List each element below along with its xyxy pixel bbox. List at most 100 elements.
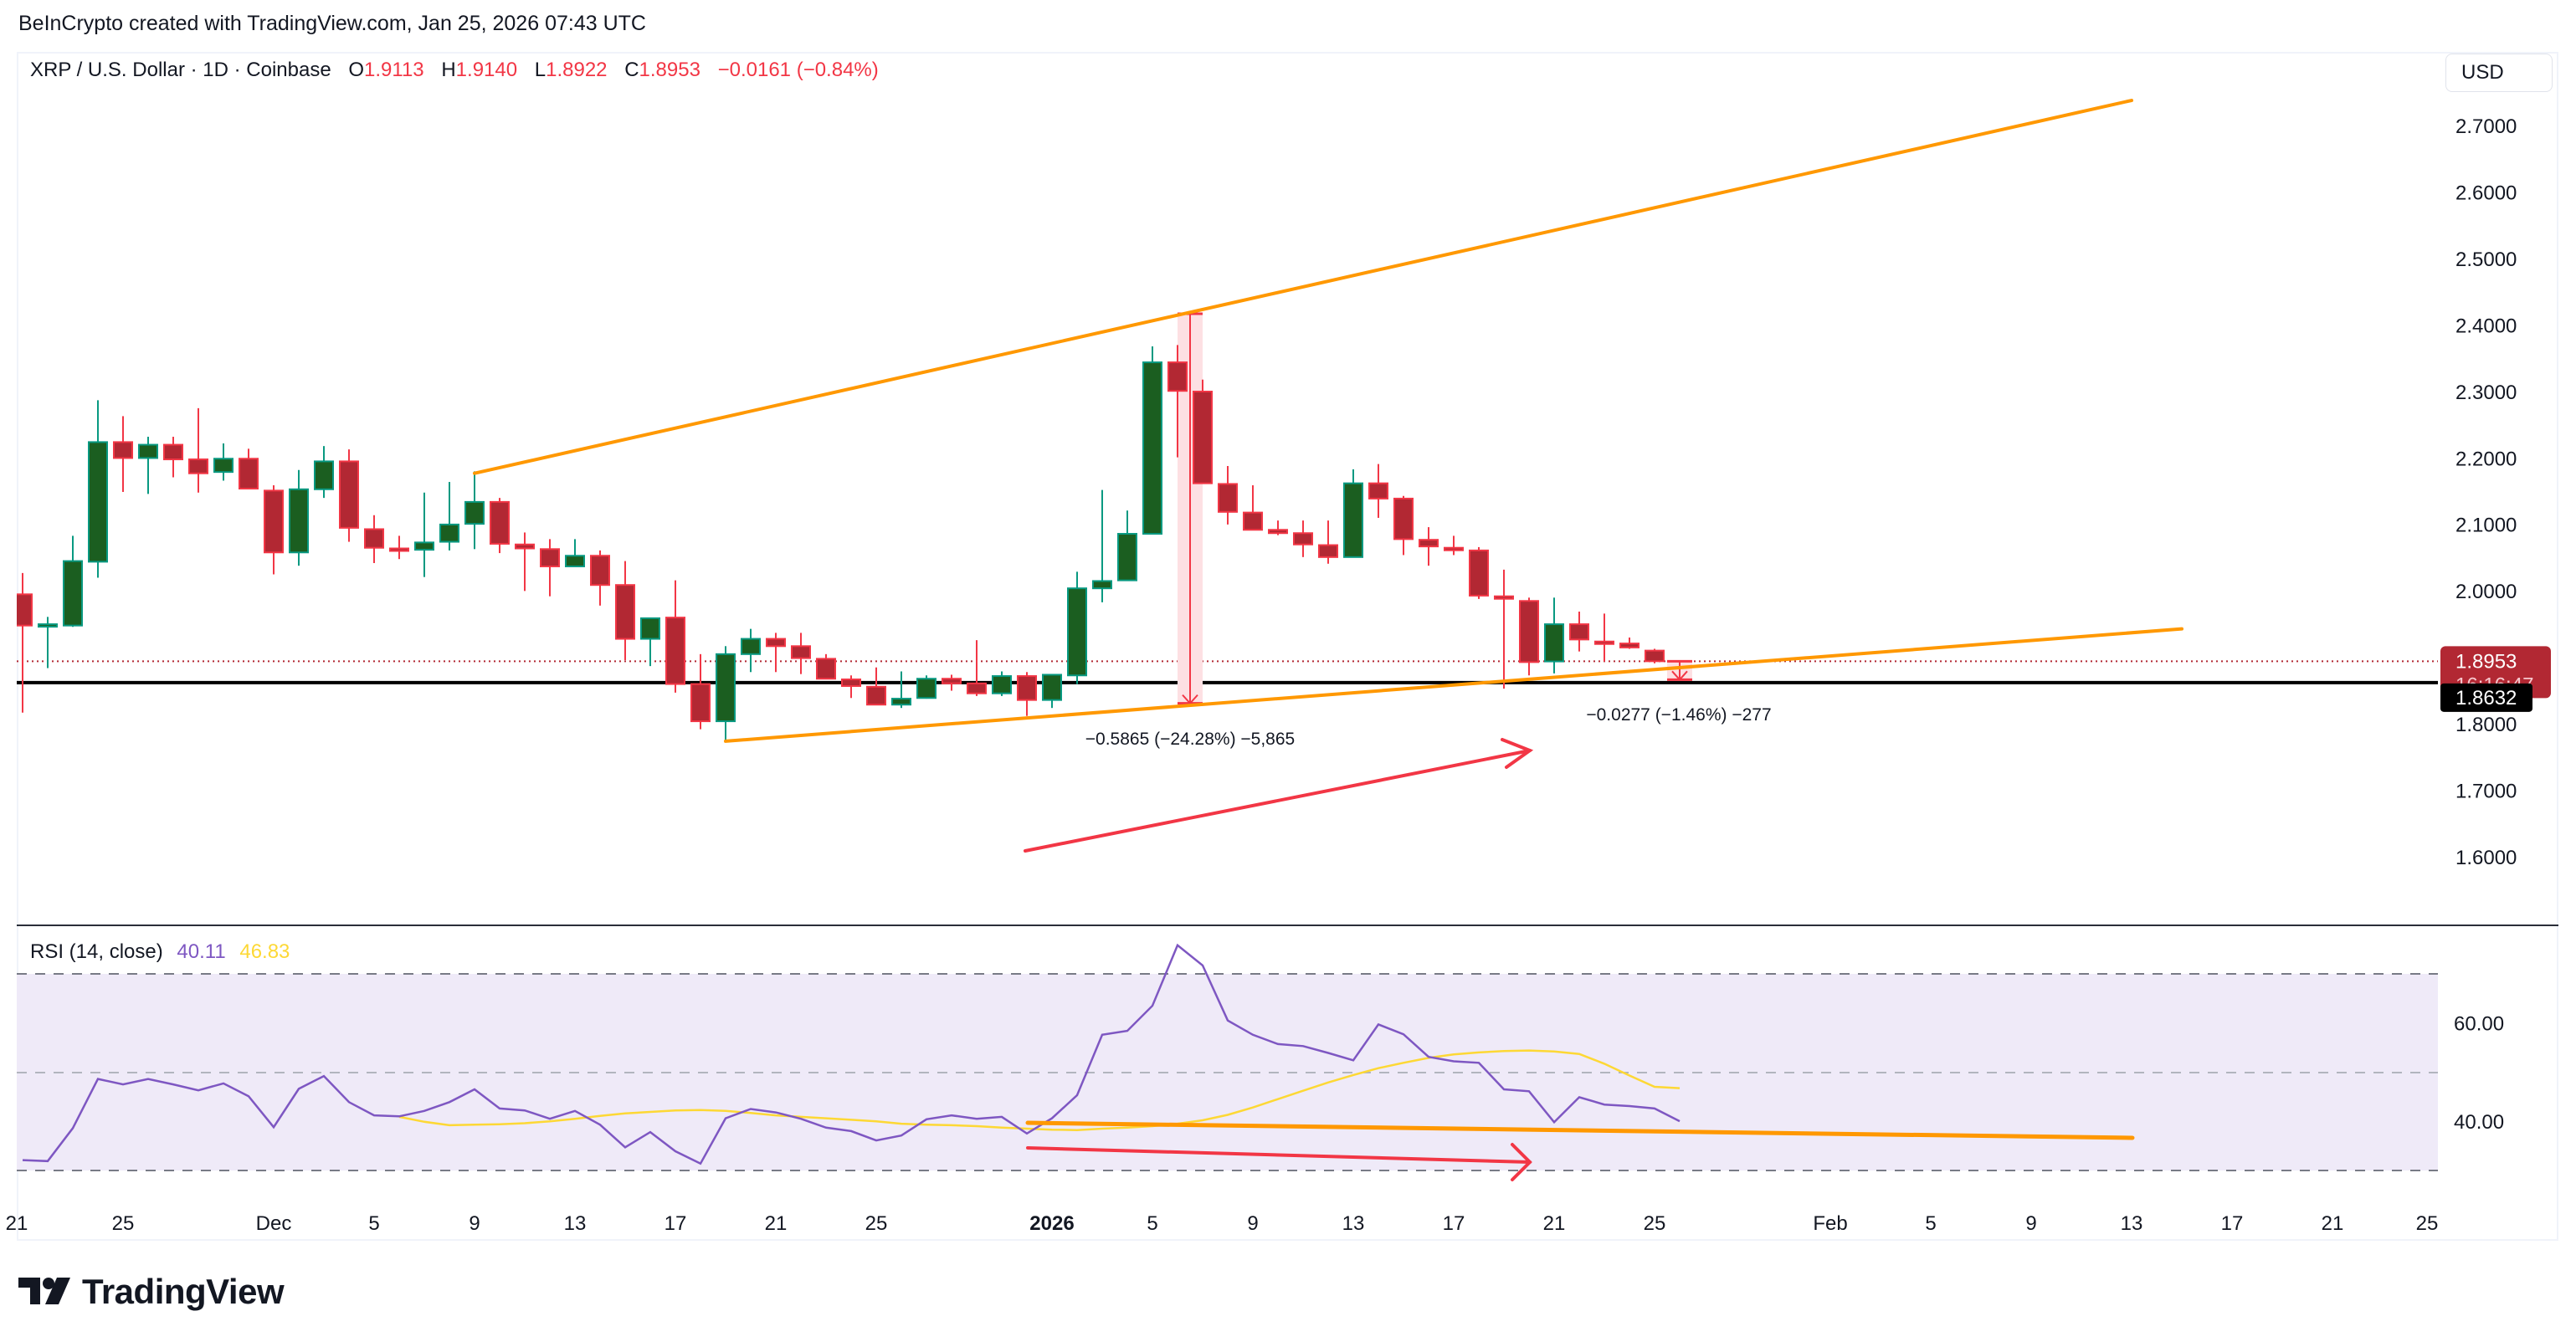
candle-body xyxy=(1419,539,1439,548)
candle[interactable] xyxy=(1142,346,1162,535)
candle[interactable] xyxy=(314,446,334,499)
price-tick-label: 2.2000 xyxy=(2455,448,2517,470)
candle[interactable] xyxy=(1469,546,1489,599)
candle[interactable] xyxy=(791,633,811,674)
candle[interactable] xyxy=(63,535,83,627)
candle-body xyxy=(389,547,409,552)
price-range-measure[interactable] xyxy=(1667,659,1692,681)
candle[interactable] xyxy=(113,416,133,492)
tradingview-logo[interactable]: TradingView xyxy=(18,1272,285,1312)
candle[interactable] xyxy=(590,550,610,606)
candle[interactable] xyxy=(1544,597,1564,674)
candle[interactable] xyxy=(1218,465,1238,525)
candle[interactable] xyxy=(264,485,284,575)
candle[interactable] xyxy=(213,443,233,481)
rsi-legend[interactable]: RSI (14, close) 40.11 46.83 xyxy=(30,940,290,964)
candle[interactable] xyxy=(38,617,58,668)
candle[interactable] xyxy=(866,667,886,706)
candle-body xyxy=(1619,643,1640,648)
candle[interactable] xyxy=(1092,489,1112,602)
attribution-text: BeInCrypto created with TradingView.com,… xyxy=(18,12,646,35)
candle[interactable] xyxy=(1393,495,1414,556)
candle[interactable] xyxy=(1519,597,1539,676)
tradingview-logo-icon xyxy=(18,1278,70,1304)
candle[interactable] xyxy=(1368,464,1388,518)
candle[interactable] xyxy=(364,515,384,563)
candle[interactable] xyxy=(1193,379,1213,484)
candle-body xyxy=(364,528,384,549)
rsi-ma-line[interactable] xyxy=(398,1049,1681,1131)
candle-body xyxy=(816,658,836,680)
candle[interactable] xyxy=(1117,510,1137,581)
candle[interactable] xyxy=(967,640,987,696)
candle[interactable] xyxy=(766,633,786,673)
symbol-title[interactable]: XRP / U.S. Dollar · 1D · Coinbase xyxy=(30,59,331,81)
candle[interactable] xyxy=(1619,637,1640,649)
candle[interactable] xyxy=(1343,469,1363,558)
high-value: 1.9140 xyxy=(455,59,518,81)
rsi-trendline[interactable] xyxy=(1025,1120,2135,1140)
candle[interactable] xyxy=(239,448,259,490)
candle[interactable] xyxy=(615,561,635,660)
candle[interactable] xyxy=(13,572,33,713)
date-tick-label: 13 xyxy=(2121,1212,2143,1235)
candle[interactable] xyxy=(540,539,560,597)
candle[interactable] xyxy=(1067,571,1087,684)
rsi-pane[interactable] xyxy=(22,943,2135,1181)
line-price-tag[interactable] xyxy=(2440,683,2532,712)
candle[interactable] xyxy=(916,675,936,699)
price-pane[interactable]: −0.5865 (−24.28%) −5,865 −0.0277 (−1.46%)… xyxy=(13,99,2438,853)
candle[interactable] xyxy=(490,498,510,554)
candle[interactable] xyxy=(741,628,761,673)
candle[interactable] xyxy=(88,400,108,578)
candle-body xyxy=(63,560,83,627)
date-tick-label: 13 xyxy=(1342,1212,1365,1235)
candle[interactable] xyxy=(841,675,861,699)
candle[interactable] xyxy=(339,449,359,542)
candle[interactable] xyxy=(1243,485,1263,531)
candle[interactable] xyxy=(690,653,711,730)
lower-channel-trendline[interactable] xyxy=(724,627,2183,743)
candle[interactable] xyxy=(891,671,911,709)
candle[interactable] xyxy=(515,532,535,592)
candle[interactable] xyxy=(1419,527,1439,566)
candle[interactable] xyxy=(565,539,585,567)
candle[interactable] xyxy=(716,646,736,741)
candle[interactable] xyxy=(1042,674,1062,709)
candle[interactable] xyxy=(1167,345,1188,458)
candle[interactable] xyxy=(942,674,962,691)
price-arrow[interactable] xyxy=(1024,738,1534,853)
candle[interactable] xyxy=(640,617,660,667)
rsi-arrow[interactable] xyxy=(1026,1143,1532,1181)
date-tick-label: 5 xyxy=(368,1212,379,1235)
candle[interactable] xyxy=(439,482,459,551)
candle[interactable] xyxy=(1594,613,1614,662)
candle[interactable] xyxy=(1318,520,1338,564)
candle[interactable] xyxy=(665,580,685,693)
candle[interactable] xyxy=(1017,672,1037,716)
candle-body xyxy=(138,443,158,459)
upper-channel-trendline[interactable] xyxy=(473,99,2133,475)
rsi-line[interactable] xyxy=(22,943,1681,1165)
candle[interactable] xyxy=(163,437,183,478)
candle[interactable] xyxy=(414,492,434,577)
currency-button[interactable]: USD xyxy=(2445,54,2553,92)
candle[interactable] xyxy=(992,671,1012,696)
candle[interactable] xyxy=(289,469,309,566)
candle[interactable] xyxy=(816,653,836,680)
candle[interactable] xyxy=(1645,648,1665,663)
candle-body xyxy=(515,543,535,550)
date-tick-label: 5 xyxy=(1147,1212,1157,1235)
candle[interactable] xyxy=(1494,569,1514,689)
candle[interactable] xyxy=(1569,611,1589,652)
candle[interactable] xyxy=(464,471,485,550)
candle[interactable] xyxy=(188,407,208,493)
rsi-title[interactable]: RSI (14, close) xyxy=(30,940,163,963)
candle[interactable] xyxy=(1293,520,1313,557)
symbol-legend[interactable]: XRP / U.S. Dollar · 1D · Coinbase O1.911… xyxy=(30,59,879,82)
candle[interactable] xyxy=(1268,520,1288,535)
candle[interactable] xyxy=(389,535,409,560)
candle[interactable] xyxy=(1444,535,1464,556)
candle[interactable] xyxy=(138,437,158,494)
